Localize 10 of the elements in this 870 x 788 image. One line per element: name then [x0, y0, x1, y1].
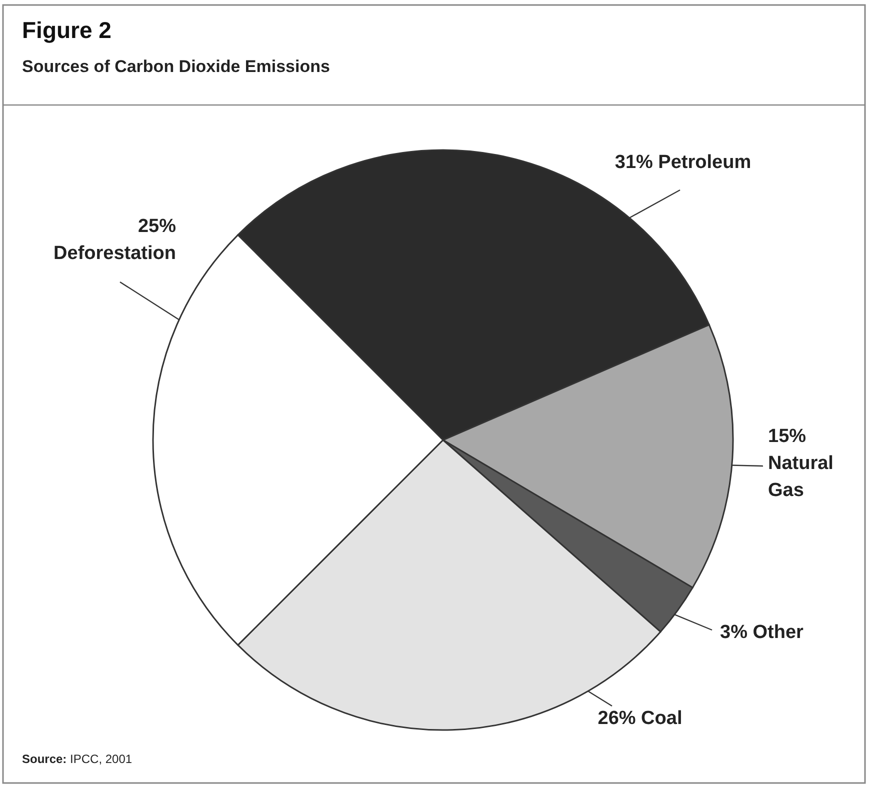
- data-label: 15%: [768, 426, 806, 447]
- slice-label: 31% Petroleum: [614, 152, 752, 173]
- slice-label: Deforestation: [54, 243, 176, 264]
- slice-label: Natural Gas: [768, 453, 834, 501]
- slice-label: 3% Other: [720, 622, 804, 643]
- data-label: 25%: [138, 216, 176, 237]
- slice-label: 26% Coal: [598, 708, 682, 729]
- chart-title: Figure 2: [22, 17, 112, 43]
- source-note: Source: IPCC, 2001: [22, 752, 132, 766]
- chart-subtitle: Sources of Carbon Dioxide Emissions: [22, 57, 330, 76]
